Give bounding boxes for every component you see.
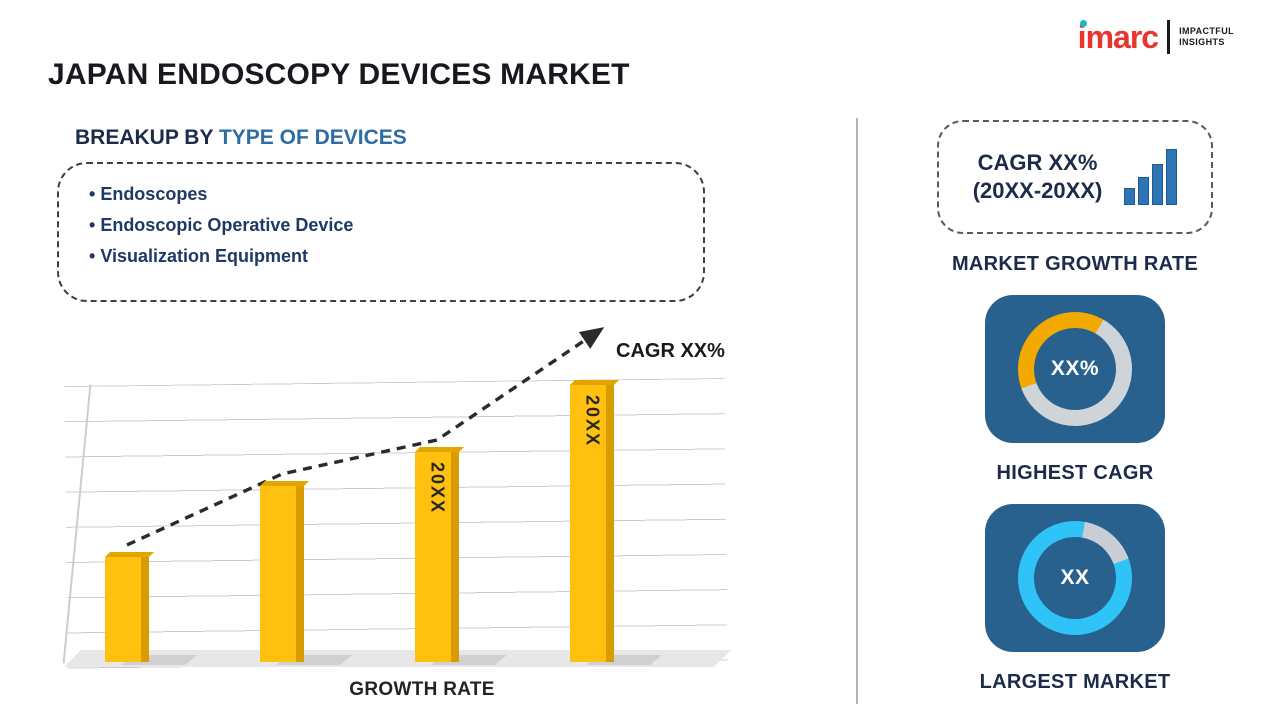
market-growth-rate-caption: MARKET GROWTH RATE — [951, 253, 1199, 275]
trend-arrow — [126, 327, 605, 547]
icon-bar — [1152, 164, 1164, 205]
cagr-value-line: CAGR XX% — [977, 150, 1098, 175]
icon-bar — [1138, 177, 1150, 205]
bar-label: 20XX — [427, 462, 448, 515]
cagr-period-line: (20XX-20XX) — [972, 178, 1103, 203]
bar-chart: 20XX 20XX — [60, 327, 740, 672]
icon-bar — [1166, 149, 1178, 205]
icon-bar — [1124, 188, 1136, 205]
bar — [105, 557, 149, 662]
logo-tagline-line2: INSIGHTS — [1179, 37, 1225, 47]
largest-market-value: XX — [1060, 566, 1090, 589]
bar: 20XX — [570, 385, 614, 662]
bar-label: 20XX — [582, 395, 603, 448]
breakup-heading-prefix: BREAKUP BY — [75, 126, 219, 149]
largest-market-donut-chart: XX — [1018, 521, 1132, 635]
trend-cagr-label: CAGR XX% — [616, 340, 725, 362]
bar: 20XX — [415, 452, 459, 662]
logo-tagline: IMPACTFUL INSIGHTS — [1179, 26, 1234, 48]
right-panel: CAGR XX% (20XX-20XX) MARKET GROWTH RATE … — [895, 120, 1255, 694]
cagr-text: CAGR XX% (20XX-20XX) — [973, 149, 1103, 205]
chart-x-axis-label: GROWTH RATE — [349, 679, 495, 700]
device-type-item: Endoscopes — [89, 179, 703, 210]
largest-market-card: XX — [985, 504, 1165, 652]
vertical-divider — [856, 118, 858, 704]
logo-accent-dot-icon — [1079, 20, 1087, 27]
device-types-box: Endoscopes Endoscopic Operative Device V… — [57, 162, 705, 302]
largest-market-caption: LARGEST MARKET — [979, 671, 1171, 693]
page-title: JAPAN ENDOSCOPY DEVICES MARKET — [48, 58, 630, 91]
device-type-item: Endoscopic Operative Device — [89, 210, 703, 241]
highest-cagr-card: XX% — [985, 295, 1165, 443]
breakup-heading: BREAKUP BY TYPE OF DEVICES — [75, 126, 407, 150]
device-type-item: Visualization Equipment — [89, 241, 703, 272]
market-growth-rate-card: CAGR XX% (20XX-20XX) — [937, 120, 1213, 234]
breakup-heading-highlight: TYPE OF DEVICES — [218, 126, 407, 149]
logo-tagline-line1: IMPACTFUL — [1179, 26, 1234, 36]
highest-cagr-donut-chart: XX% — [1018, 312, 1132, 426]
bar-chart-icon — [1124, 149, 1178, 205]
imarc-logo: imarc IMPACTFUL INSIGHTS — [1078, 20, 1234, 54]
highest-cagr-caption: HIGHEST CAGR — [996, 462, 1154, 484]
imarc-logo-text: imarc — [1077, 19, 1159, 55]
highest-cagr-value: XX% — [1050, 357, 1100, 380]
bar — [260, 486, 304, 662]
logo-divider — [1167, 20, 1171, 54]
